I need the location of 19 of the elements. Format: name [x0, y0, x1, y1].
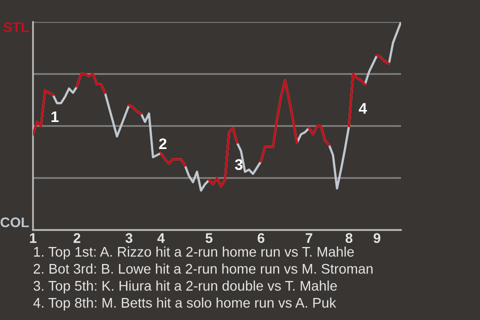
- annotation: 3: [234, 159, 242, 170]
- x-tick-label: 7: [306, 233, 312, 243]
- x-tick-label: 1: [30, 233, 36, 243]
- x-tick-label: 2: [74, 233, 80, 243]
- x-tick-label: 4: [157, 233, 165, 243]
- x-tick-label: 6: [258, 233, 264, 243]
- x-tick-label: 5: [206, 233, 212, 243]
- text: COL: [0, 217, 29, 228]
- text: 3. Top 5th: K. Hiura hit a 2-run double vs T. Mahle: [34, 280, 337, 294]
- x-tick-label: 9: [374, 233, 380, 243]
- annotation: 1: [52, 111, 59, 122]
- x-tick-label: 3: [125, 233, 132, 243]
- text: 2. Bot 3rd: B. Lowe hit a 2-run home run vs M. Stroman: [34, 264, 373, 274]
- annotation: 4: [358, 103, 367, 114]
- annotation: 2: [159, 138, 166, 150]
- text: STL: [3, 22, 29, 32]
- text: 4. Top 8th: M. Betts hit a solo home run vs A. Puk: [33, 298, 336, 310]
- text: 1. Top 1st: A. Rizzo hit a 2-run home run vs T. Mahle: [34, 246, 354, 260]
- x-tick-label: 8: [346, 233, 352, 243]
